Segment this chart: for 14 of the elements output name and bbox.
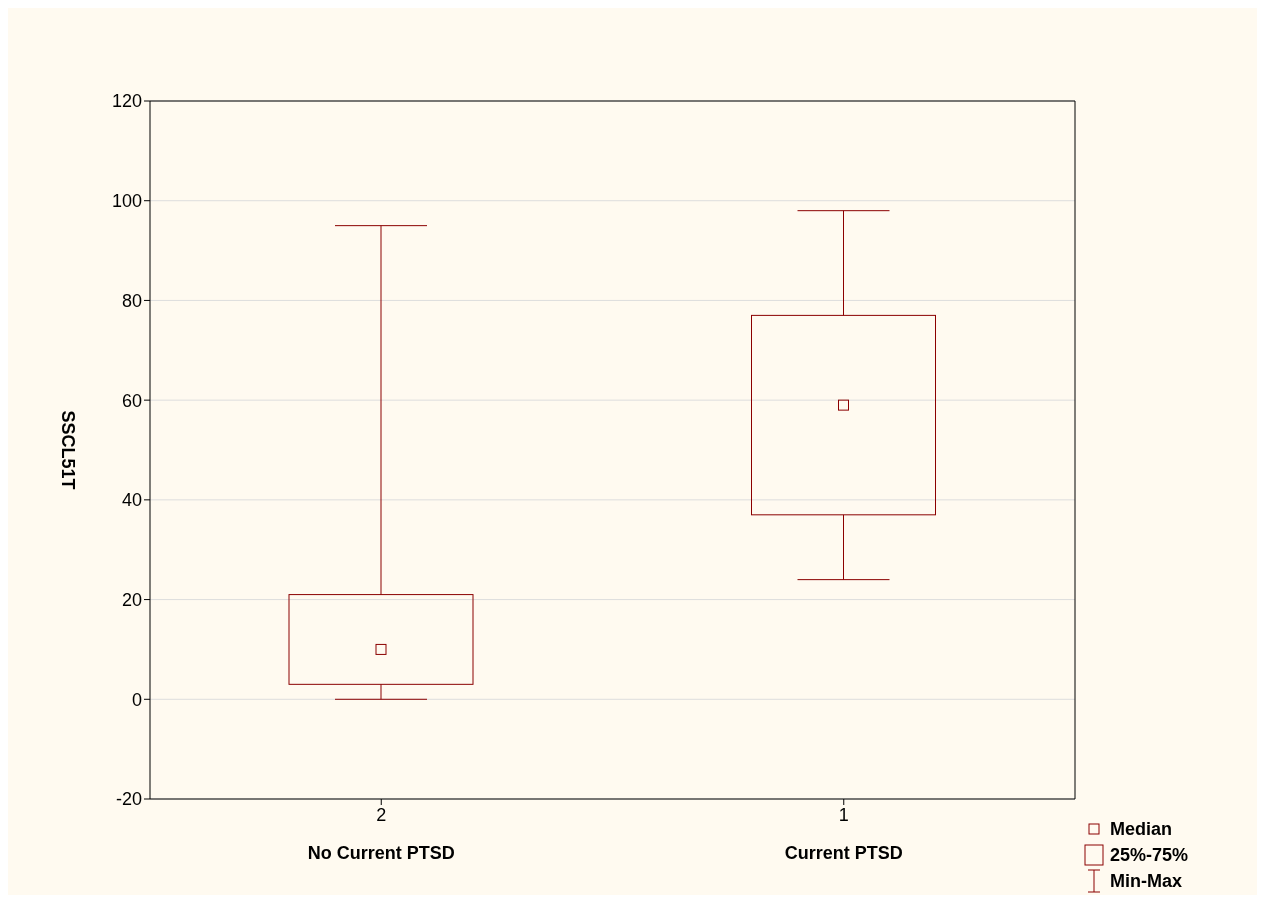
y-axis-title: SSCL51T [57,410,78,490]
text: Min-Max [1110,870,1182,892]
text: Median [1110,818,1173,840]
y-tick-label: 80 [121,290,142,311]
y-tick-label: 60 [121,390,142,411]
text: 25%-75% [1110,844,1189,866]
y-tick-label: 100 [111,191,142,212]
y-tick-label: 120 [111,91,142,112]
y-tick-label: 20 [121,589,142,610]
x-tick-label: 1 Current PTSD [784,805,903,863]
y-tick-label: 40 [121,490,142,511]
y-tick-label: -20 [115,789,142,810]
y-tick-label: 0 [131,689,142,710]
x-tick-label: 2 No Current PTSD [307,805,455,863]
